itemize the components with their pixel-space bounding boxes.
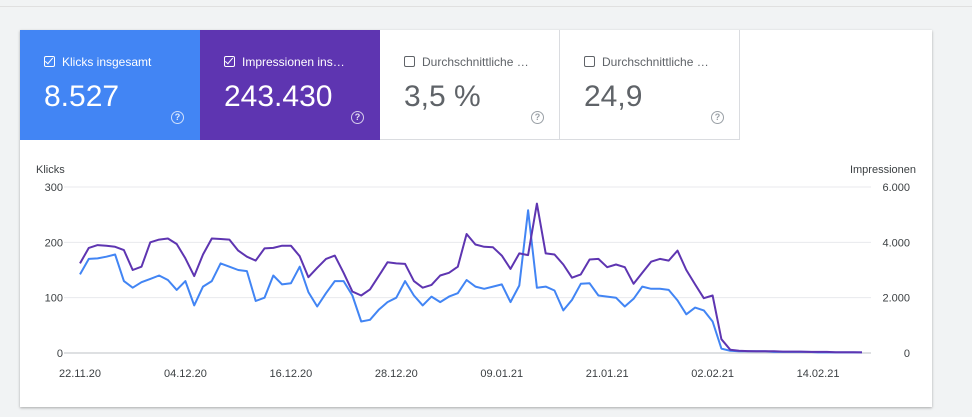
ctr-value: 3,5 % [404, 80, 481, 113]
ctr-checkbox[interactable] [404, 56, 415, 67]
x-axis-tick-label: 02.02.21 [691, 368, 734, 380]
clicks-value: 8.527 [44, 80, 120, 113]
right-axis-tick-label: 6.000 [882, 182, 910, 194]
series-line-klicks [79, 209, 862, 354]
top-divider [0, 6, 972, 7]
x-axis-tick-label: 28.12.20 [375, 368, 418, 380]
impressions-value: 243.430 [224, 80, 333, 113]
right-axis-title: Impressionen [849, 164, 916, 176]
impressions-checkbox[interactable] [224, 56, 235, 67]
metric-tile-ctr[interactable]: Durchschnittliche … 3,5 % ? [380, 30, 560, 140]
x-axis-tick-label: 04.12.20 [164, 368, 207, 380]
right-axis-tick-label: 0 [904, 348, 910, 360]
x-axis-tick-label: 16.12.20 [269, 368, 312, 380]
help-icon[interactable]: ? [171, 111, 184, 124]
left-axis-title: Klicks [36, 164, 65, 176]
x-axis-tick-label: 14.02.21 [797, 368, 840, 380]
left-axis-tick-label: 200 [45, 237, 63, 249]
clicks-checkbox[interactable] [44, 56, 55, 67]
position-checkbox[interactable] [584, 56, 595, 67]
clicks-label: Klicks insgesamt [62, 55, 152, 69]
left-axis-tick-label: 100 [45, 293, 63, 305]
left-axis-tick-label: 300 [45, 182, 63, 194]
help-icon[interactable]: ? [531, 111, 544, 124]
metric-tile-impressions[interactable]: Impressionen ins… 243.430 ? [200, 30, 380, 140]
series-line-impressionen [79, 202, 863, 354]
position-value: 24,9 [584, 80, 643, 113]
x-axis-tick-label: 09.01.21 [480, 368, 523, 380]
ctr-label: Durchschnittliche … [422, 55, 529, 69]
left-axis-tick-label: 0 [57, 348, 63, 360]
position-label: Durchschnittliche … [602, 55, 709, 69]
performance-card: Klicks insgesamt 8.527 ? Impressionen in… [20, 30, 932, 407]
metric-tile-position[interactable]: Durchschnittliche … 24,9 ? [560, 30, 740, 140]
performance-chart: Klicks Impressionen 0 100 200 300 0 2.000 4.00… [20, 140, 932, 407]
metric-tile-clicks[interactable]: Klicks insgesamt 8.527 ? [20, 30, 200, 140]
right-axis-tick-label: 2.000 [882, 293, 910, 305]
right-axis-tick-label: 4.000 [882, 237, 910, 249]
line-chart: 0 100 200 300 0 2.000 4.000 6.000 22.11.20 04.12.… [45, 182, 910, 380]
help-icon[interactable]: ? [711, 111, 724, 124]
impressions-label: Impressionen ins… [242, 55, 345, 69]
x-axis-tick-label: 22.11.20 [59, 368, 101, 380]
help-icon[interactable]: ? [351, 111, 364, 124]
x-axis-tick-label: 21.01.21 [586, 368, 629, 380]
